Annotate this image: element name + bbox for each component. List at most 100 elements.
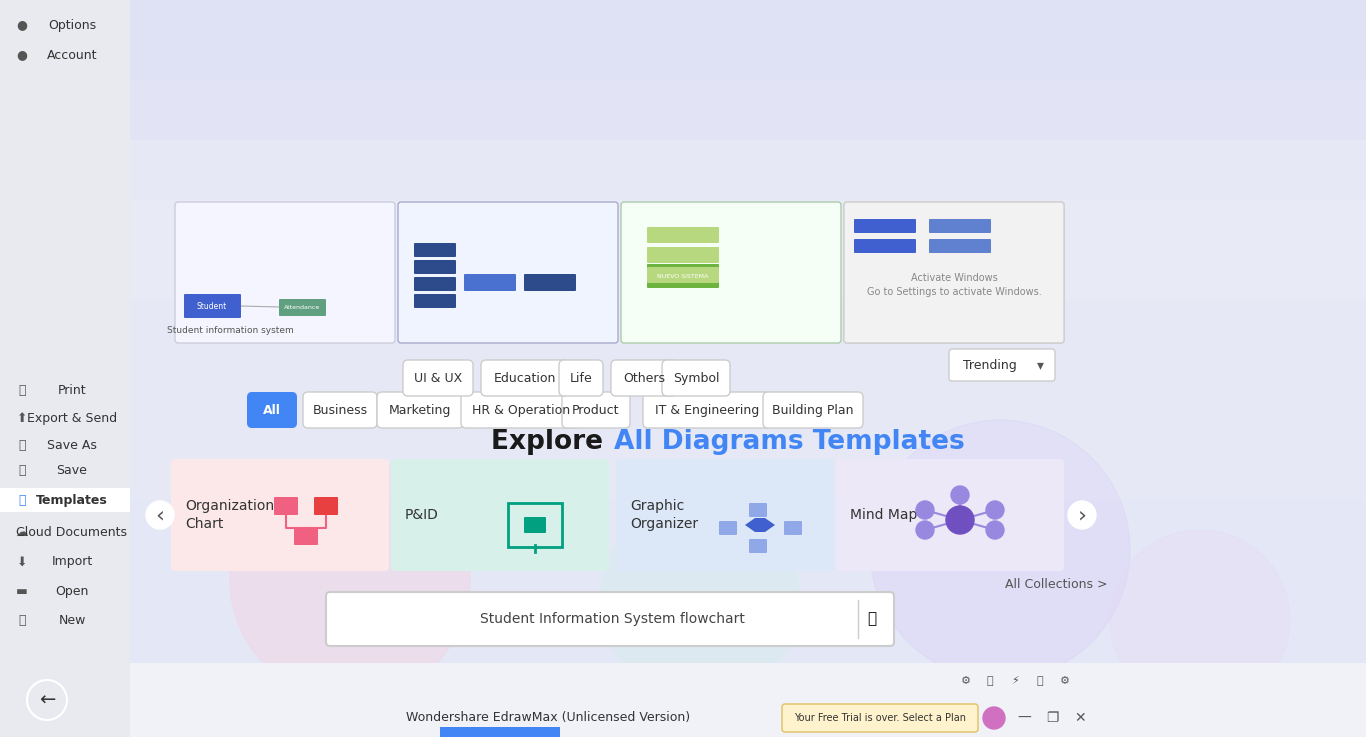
Text: Life: Life [570,371,593,385]
FancyBboxPatch shape [130,0,1366,140]
FancyBboxPatch shape [764,392,863,428]
FancyBboxPatch shape [414,294,456,308]
FancyBboxPatch shape [171,459,389,571]
FancyBboxPatch shape [130,500,1366,700]
FancyBboxPatch shape [279,299,326,316]
Text: ＋: ＋ [18,613,26,626]
Text: IT & Engineering: IT & Engineering [654,403,759,416]
FancyBboxPatch shape [130,663,1366,700]
Circle shape [947,506,974,534]
Text: P&ID: P&ID [404,508,438,522]
FancyBboxPatch shape [130,0,1366,200]
Text: 🖼: 🖼 [18,494,26,506]
Text: ⚙: ⚙ [962,676,971,686]
FancyBboxPatch shape [403,360,473,396]
FancyBboxPatch shape [440,727,560,737]
Text: New: New [59,613,86,626]
FancyBboxPatch shape [663,360,729,396]
Text: ❐: ❐ [1046,711,1059,725]
FancyBboxPatch shape [622,202,841,343]
FancyBboxPatch shape [929,239,990,253]
FancyBboxPatch shape [781,704,978,732]
Text: Wondershare EdrawMax (Unlicensed Version): Wondershare EdrawMax (Unlicensed Version… [406,711,690,724]
Text: UI & UX: UI & UX [414,371,462,385]
Circle shape [27,680,67,720]
Circle shape [917,501,934,519]
Text: Mind Map: Mind Map [850,508,918,522]
Text: ⬆: ⬆ [16,411,27,425]
FancyBboxPatch shape [130,300,1366,500]
Text: Save As: Save As [46,439,97,452]
Text: —: — [1018,711,1031,725]
Circle shape [600,500,800,700]
Circle shape [146,501,173,529]
Circle shape [917,521,934,539]
Text: All Collections >: All Collections > [1005,579,1108,592]
Text: Save: Save [56,464,87,477]
Circle shape [951,486,968,504]
Text: ⬇: ⬇ [16,556,27,568]
Text: ▾: ▾ [1037,358,1044,372]
Text: Print: Print [57,383,86,397]
Text: Others: Others [623,371,665,385]
Text: Import: Import [52,556,93,568]
FancyBboxPatch shape [247,392,296,428]
Text: 🖊: 🖊 [1037,676,1044,686]
Text: ←: ← [38,691,55,710]
Text: Templates: Templates [36,494,108,506]
Text: Cloud Documents: Cloud Documents [16,525,127,539]
Text: 🔍: 🔍 [867,612,877,626]
FancyBboxPatch shape [719,521,738,535]
FancyBboxPatch shape [414,277,456,291]
Text: ☁: ☁ [16,525,29,539]
Text: Open: Open [55,585,89,598]
Text: Marketing: Marketing [389,403,451,416]
Text: ⚙: ⚙ [1060,676,1070,686]
FancyBboxPatch shape [464,274,516,291]
FancyBboxPatch shape [854,239,917,253]
FancyBboxPatch shape [559,360,602,396]
FancyBboxPatch shape [275,497,298,515]
Text: Options: Options [48,18,96,32]
FancyBboxPatch shape [929,219,990,233]
Text: ✕: ✕ [1074,711,1086,725]
Text: Activate Windows
Go to Settings to activate Windows.: Activate Windows Go to Settings to activ… [866,273,1041,297]
Circle shape [986,501,1004,519]
FancyBboxPatch shape [525,517,546,533]
Text: ‹: ‹ [156,505,164,525]
Text: Symbol: Symbol [672,371,720,385]
FancyBboxPatch shape [303,392,377,428]
Text: Export & Send: Export & Send [27,411,117,425]
Circle shape [1111,530,1290,710]
FancyBboxPatch shape [647,267,719,283]
Text: 🖨: 🖨 [18,383,26,397]
FancyBboxPatch shape [481,360,570,396]
Circle shape [870,420,1130,680]
Text: NUEVO SISTEMA: NUEVO SISTEMA [657,273,709,279]
FancyBboxPatch shape [616,459,835,571]
Text: 💾: 💾 [18,439,26,452]
FancyBboxPatch shape [854,219,917,233]
Text: All: All [264,403,281,416]
FancyBboxPatch shape [749,503,766,517]
Text: Education: Education [494,371,556,385]
FancyBboxPatch shape [398,202,617,343]
FancyBboxPatch shape [391,459,609,571]
Text: Building Plan: Building Plan [772,403,854,416]
Text: ●: ● [16,49,27,61]
Text: HR & Operation: HR & Operation [471,403,570,416]
Text: Student: Student [197,301,227,310]
Circle shape [229,460,470,700]
FancyBboxPatch shape [130,0,1366,300]
Text: Explore: Explore [490,429,612,455]
Text: Student Information System flowchart: Student Information System flowchart [479,612,744,626]
FancyBboxPatch shape [647,227,719,243]
FancyBboxPatch shape [525,274,576,291]
FancyBboxPatch shape [460,392,581,428]
Text: ▬: ▬ [16,585,27,598]
Circle shape [1068,501,1096,529]
Text: ⚡: ⚡ [1011,676,1019,686]
Text: ●: ● [16,18,27,32]
FancyBboxPatch shape [647,247,719,263]
Text: 💾: 💾 [18,464,26,477]
